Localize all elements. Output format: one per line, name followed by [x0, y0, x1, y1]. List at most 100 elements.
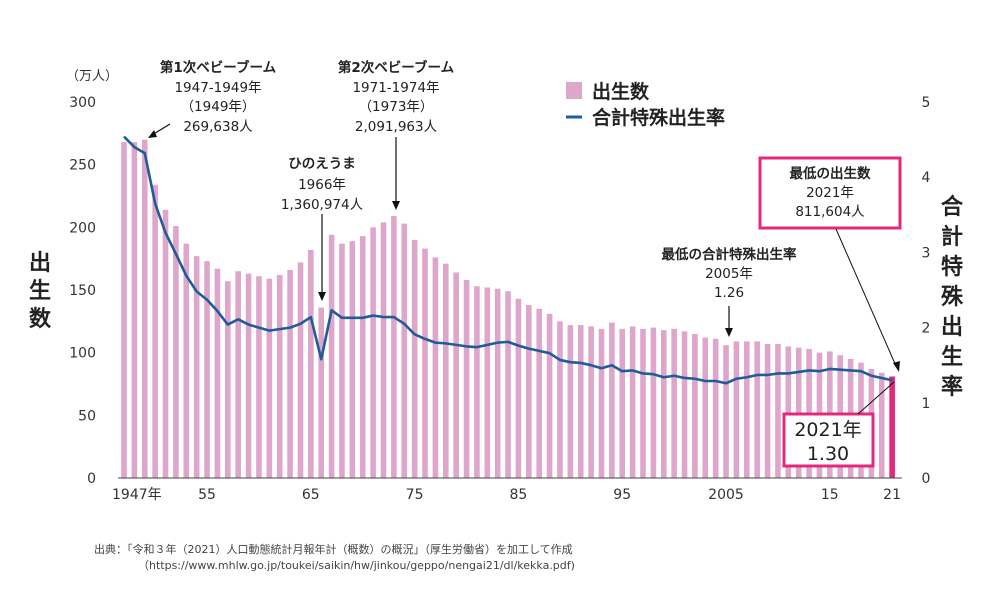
births-bar-1963 — [287, 269, 293, 478]
births-bar-1990 — [567, 325, 574, 478]
right-tick-1: 1 — [922, 396, 931, 412]
min-births-line-2: 2021年 — [806, 185, 854, 201]
source-line-2: （https://www.mhlw.go.jp/toukei/saikin/hw… — [138, 559, 575, 572]
births-bar-1984 — [505, 291, 511, 478]
boom1-arrowhead — [148, 130, 157, 138]
tfr-2021-connector — [857, 381, 895, 415]
source-line-1: 出典：「令和３年（2021）人口動態統計月報年計（概数）の概況」（厚生労働省）を… — [94, 542, 573, 556]
x-tick-2015: 15 — [821, 487, 839, 503]
x-tick-1995: 95 — [613, 487, 631, 503]
births-bar-1974 — [401, 223, 408, 478]
left-tick-0: 0 — [87, 471, 96, 487]
births-bar-1967 — [328, 234, 335, 478]
hinoe-arrowhead — [318, 292, 326, 301]
births-bar-1972 — [380, 222, 387, 478]
left-tick-300: 300 — [69, 95, 96, 111]
births-bar-1994 — [609, 322, 615, 478]
births-bar-1949 — [141, 139, 148, 478]
left-tick-250: 250 — [69, 158, 96, 174]
births-bar-1959 — [245, 273, 252, 478]
boom1-line-4: 269,638人 — [183, 119, 253, 135]
births-bar-1973 — [391, 216, 397, 479]
births-bar-1988 — [546, 313, 553, 478]
births-bar-1955 — [204, 261, 210, 478]
births-bar-1951 — [162, 209, 169, 479]
min-births-box — [758, 156, 902, 230]
births-bar-1982 — [484, 287, 491, 478]
births-bar-1981 — [474, 286, 480, 478]
left-axis-title-char-1: 出 — [29, 251, 51, 276]
right-tick-4: 4 — [922, 170, 931, 186]
births-bar-2011 — [785, 346, 792, 478]
min-tfr-line-1: 最低の合計特殊出生率 — [662, 246, 797, 263]
x-tick-1975: 75 — [406, 487, 424, 503]
x-tick-2021: 21 — [883, 487, 901, 503]
right-axis-title-char-7: 率 — [941, 374, 963, 400]
births-bar-1964 — [297, 262, 304, 478]
births-bar-1991 — [577, 325, 584, 478]
births-bar-2003 — [702, 337, 709, 478]
births-bar-1999 — [660, 330, 667, 478]
hinoe-line-3: 1,360,974人 — [281, 197, 364, 213]
births-bar-2009 — [764, 343, 771, 478]
births-bar-1961 — [266, 278, 273, 478]
boom1-line-3: （1949年） — [181, 99, 256, 115]
legend-bar-label: 出生数 — [592, 80, 650, 103]
annotation-hinoe: ひのえうま 1966年 1,360,974人 — [281, 156, 364, 301]
left-tick-200: 200 — [69, 220, 96, 236]
min-tfr-line-2: 2005年 — [705, 266, 753, 282]
births-bar-1996 — [629, 326, 636, 478]
legend-bar-swatch — [566, 82, 582, 99]
births-bar-1995 — [619, 328, 626, 478]
tfr-2021-line-1: 2021年 — [794, 419, 861, 441]
left-tick-100: 100 — [69, 346, 96, 362]
x-tick-1947: 1947年 — [112, 487, 162, 503]
boom1-line-2: 1947-1949年 — [174, 80, 261, 96]
min-tfr-arrowhead — [725, 328, 733, 337]
births-bar-2008 — [754, 341, 760, 478]
births-bar-1950 — [152, 184, 158, 478]
births-bar-1965 — [308, 249, 314, 478]
boom1-line-1: 第1次ベビーブーム — [160, 59, 276, 76]
births-bar-2000 — [671, 328, 677, 478]
births-bar-2021 — [889, 376, 895, 478]
left-axis-title-char-3: 数 — [29, 306, 52, 332]
births-bar-1979 — [453, 272, 459, 478]
x-axis-ticks: 1947年 55 65 75 85 95 2005 15 21 — [112, 487, 901, 503]
x-tick-2005: 2005 — [708, 487, 744, 503]
births-bar-1983 — [494, 288, 501, 478]
left-axis-title-char-2: 生 — [29, 279, 51, 304]
births-bar-1992 — [588, 326, 594, 478]
min-births-arrow — [835, 228, 897, 367]
tfr-2021-line-2: 1.30 — [807, 443, 849, 465]
births-bar-1989 — [557, 321, 563, 478]
annotation-min-births: 最低の出生数 2021年 811,604人 — [758, 156, 902, 372]
births-bar-1952 — [173, 226, 179, 478]
hinoe-line-2: 1966年 — [298, 177, 346, 193]
right-axis-title-char-1: 合 — [941, 194, 964, 220]
left-tick-150: 150 — [69, 283, 96, 299]
births-bar-1956 — [214, 268, 221, 478]
births-bar-1947 — [121, 142, 127, 479]
boom2-arrowhead — [392, 201, 400, 210]
left-axis-ticks: 0 50 100 150 200 250 300 — [69, 95, 96, 487]
births-bar-1978 — [442, 263, 449, 478]
boom2-line-3: （1973年） — [359, 99, 434, 115]
x-tick-1955: 55 — [198, 487, 216, 503]
tfr-2021-box — [782, 412, 875, 468]
births-bar-1969 — [349, 241, 356, 478]
births-bar-1970 — [359, 236, 366, 478]
births-bar-1997 — [640, 328, 646, 478]
min-births-line-1: 最低の出生数 — [790, 165, 871, 182]
births-bar-1960 — [256, 276, 262, 478]
births-bar-1958 — [235, 271, 241, 478]
min-births-line-3: 811,604人 — [795, 204, 865, 220]
annotation-boom2: 第2次ベビーブーム 1971-1974年 （1973年） 2,091,963人 — [338, 59, 454, 210]
right-axis-title-char-3: 特 — [941, 254, 963, 280]
births-bar-1987 — [536, 308, 542, 478]
tfr-line — [123, 135, 893, 385]
births-bar-2006 — [733, 341, 740, 478]
births-bar-1962 — [276, 274, 283, 478]
births-bar-1975 — [411, 239, 418, 478]
right-tick-5: 5 — [922, 95, 931, 111]
